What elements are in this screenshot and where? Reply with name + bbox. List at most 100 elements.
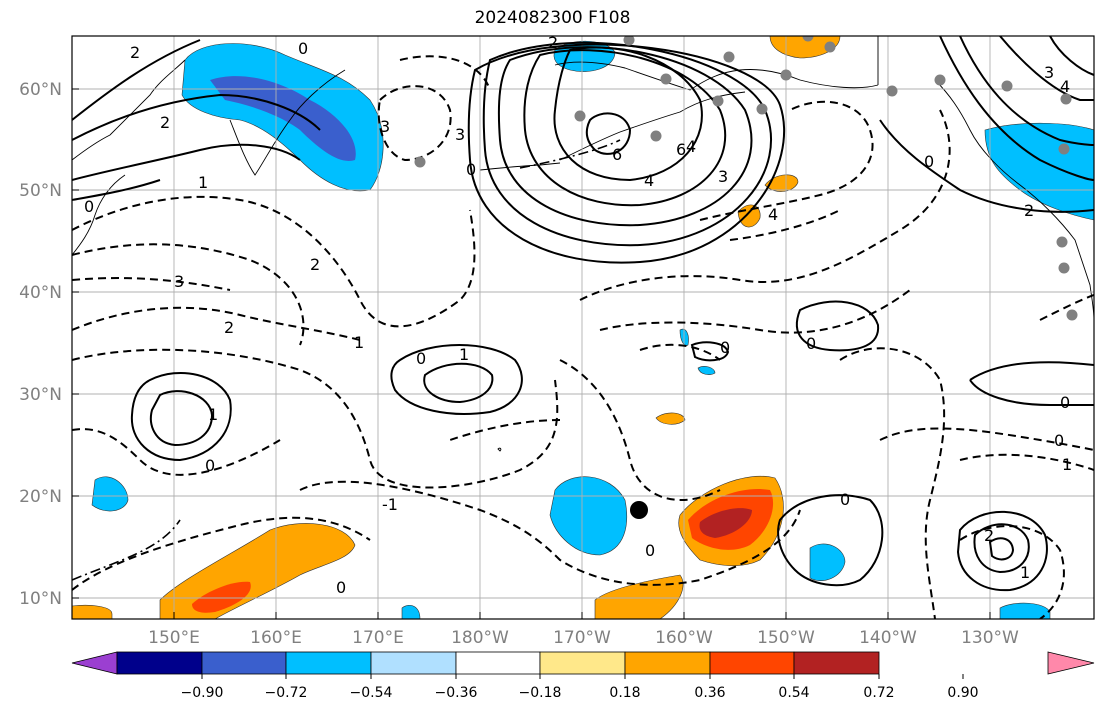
contour-labels: 2 2 2 1 0 0 3 3 3 2 2 1 0 1 0 6 6 4 4 3 …: [84, 33, 1072, 597]
contour-label: 1: [1020, 563, 1030, 582]
contour-label: 4: [768, 205, 778, 224]
contour-label: 1: [198, 173, 208, 192]
colorbar-swatch: [455, 651, 541, 675]
positive-contours: [72, 36, 1094, 592]
contour-label: 0: [84, 197, 94, 216]
contour-label: 0: [298, 39, 308, 58]
lat-label: 50°N: [19, 181, 62, 201]
colorbar-label: 0.54: [778, 685, 809, 701]
positive-shading: [72, 36, 841, 619]
contour-label: 0: [416, 349, 426, 368]
lon-label: 160°W: [655, 628, 713, 648]
colorbar-swatch: [370, 651, 457, 675]
contour-label: 0: [1054, 431, 1064, 450]
blob-neg-sc: [809, 543, 846, 582]
colorbar-label: −0.18: [519, 685, 562, 701]
contour-label: 0: [1060, 393, 1070, 412]
coast-hawaii: [497, 447, 502, 452]
colorbar-swatch: [201, 651, 287, 675]
blob-pos-small: [655, 412, 686, 425]
longitude-labels: 150°E 160°E 170°E 180°W 170°W 160°W 150°…: [148, 628, 1019, 648]
blob-neg-central: [549, 476, 628, 556]
map-content: 2 2 2 1 0 0 3 3 3 2 2 1 0 1 0 6 6 4 4 3 …: [72, 33, 1094, 619]
negative-contours: [72, 55, 1094, 619]
coast-asia: [72, 59, 186, 256]
lon-label: 150°W: [757, 628, 815, 648]
contour-label: 4: [644, 171, 654, 190]
contour-label: 0: [720, 338, 730, 357]
contour-label: 0: [205, 456, 215, 475]
colorbar-swatch: [116, 651, 203, 675]
station-markers: [414, 36, 1078, 321]
coast-alaska: [554, 61, 879, 161]
contour-label: 1: [208, 405, 218, 424]
storm-center-marker: [630, 501, 648, 519]
blob-neg-small-3: [401, 605, 421, 619]
colorbar-swatch: [793, 651, 880, 675]
contour-label: 3: [380, 117, 390, 136]
blob-pos-far-sw: [72, 604, 113, 619]
contour-label: 2: [130, 43, 140, 62]
contour-label: 0: [924, 152, 934, 171]
colorbar-label: 0.18: [609, 685, 640, 701]
contour-label: -1: [382, 495, 398, 514]
map-title: 2024082300 F108: [474, 8, 631, 28]
latitude-labels: 60°N 50°N 40°N 30°N 20°N 10°N: [19, 80, 62, 609]
contour-label: 3: [174, 272, 184, 291]
contour-label: 3: [1044, 63, 1054, 82]
lat-label: 10°N: [19, 589, 62, 609]
blob-pos-south-inner2: [699, 508, 752, 538]
colorbar-label: −0.90: [181, 685, 224, 701]
colorbar-swatch: [709, 651, 795, 675]
graticule: [72, 36, 1094, 619]
colorbar-label: −0.72: [265, 685, 308, 701]
map-frame: [71, 35, 1095, 620]
blob-neg-se: [999, 602, 1051, 619]
colorbar-ticks: [201, 674, 964, 679]
blob-pos-sw: [159, 523, 356, 619]
lat-label: 20°N: [19, 487, 62, 507]
axis-ticks: [72, 88, 991, 619]
contour-label: 2: [548, 33, 558, 52]
colorbar-swatch: [539, 651, 626, 675]
blob-pos-s2: [594, 574, 684, 619]
contour-label: 6: [676, 140, 686, 159]
contour-label: 0: [840, 490, 850, 509]
contour-label: 2: [984, 526, 994, 545]
colorbar-swatch: [285, 651, 372, 675]
coast-aleutians: [479, 162, 561, 171]
lon-label: 160°E: [250, 628, 302, 648]
contour-label: 3: [455, 125, 465, 144]
coast-canada: [877, 36, 1094, 321]
contour-label: 0: [336, 578, 346, 597]
colorbar: [71, 651, 1095, 675]
contour-label: 0: [466, 160, 476, 179]
blob-neg-north: [553, 40, 616, 72]
colorbar-swatch: [624, 651, 711, 675]
contour-label: 2: [224, 318, 234, 337]
contour-label: 0: [645, 541, 655, 560]
contour-label: 1: [459, 345, 469, 364]
negative-shading: [91, 40, 1094, 619]
contour-label: 2: [1024, 201, 1034, 220]
colorbar-extend-low: [71, 651, 118, 675]
colorbar-extend-high: [1047, 651, 1095, 675]
lon-label: 130°W: [961, 628, 1019, 648]
colorbar-label: −0.54: [350, 685, 393, 701]
lat-label: 60°N: [19, 80, 62, 100]
colorbar-label: 0.36: [694, 685, 725, 701]
colorbar-label: 0.72: [863, 685, 894, 701]
colorbar-labels: −0.90 −0.72 −0.54 −0.36 −0.18 0.18 0.36 …: [181, 685, 979, 701]
lon-label: 170°E: [352, 628, 404, 648]
lat-label: 30°N: [19, 385, 62, 405]
lon-label: 140°W: [859, 628, 917, 648]
contour-label: 6: [612, 145, 622, 164]
contour-label: 1: [354, 333, 364, 352]
contour-label: 0: [806, 334, 816, 353]
lon-label: 150°E: [148, 628, 200, 648]
blob-pos-sw-inner: [192, 581, 251, 613]
coast-kamchatka: [229, 69, 346, 176]
blob-pos-north: [769, 36, 841, 59]
contour-label: 4: [1060, 77, 1070, 96]
